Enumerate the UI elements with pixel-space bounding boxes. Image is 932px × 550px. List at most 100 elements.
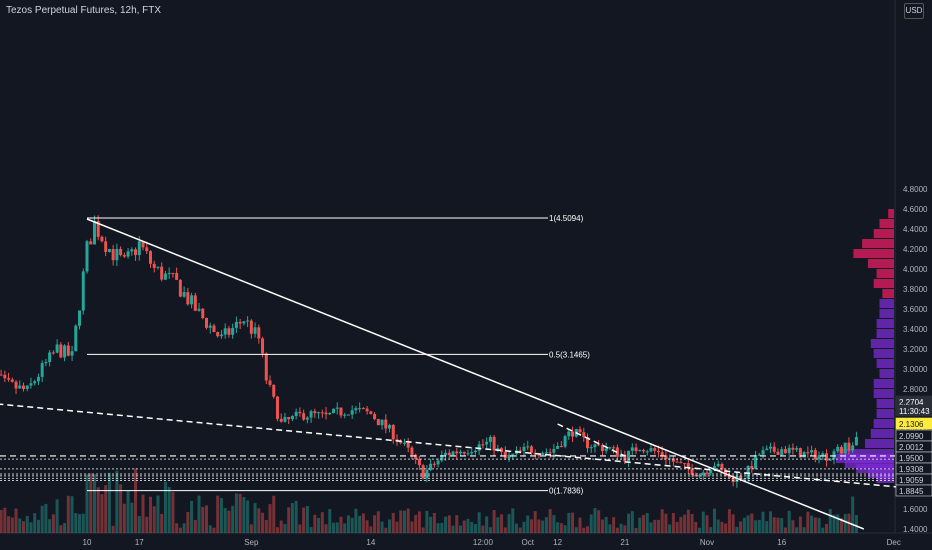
volume-bar-132 (473, 524, 477, 533)
candle-body-199 (724, 469, 728, 477)
candle-body-55 (186, 292, 190, 305)
volume-bar-145 (522, 521, 526, 533)
candle-body-8 (10, 379, 14, 382)
volume-bar-228 (832, 514, 836, 533)
volume-bar-208 (757, 519, 761, 533)
volume-profile-row-12 (876, 329, 894, 338)
price-tick-label-6: 3.6000 (903, 305, 928, 314)
candle-body-89 (313, 411, 317, 414)
candle-body-123 (440, 455, 444, 461)
volume-bar-17 (44, 503, 48, 533)
volume-bar-214 (780, 518, 784, 533)
candle-body-229 (836, 446, 840, 452)
volume-bar-141 (507, 514, 511, 533)
time-tick-label-2: 17 (135, 538, 144, 547)
volume-bar-65 (223, 507, 227, 533)
volume-bar-150 (541, 520, 545, 533)
candle-body-132 (473, 450, 477, 453)
trend-line-0 (86, 218, 865, 530)
volume-bar-35 (111, 525, 115, 533)
volume-bar-40 (130, 502, 134, 533)
volume-bar-168 (608, 524, 612, 533)
volume-bar-72 (249, 524, 253, 533)
volume-bar-30 (92, 473, 96, 533)
volume-bar-209 (761, 511, 765, 533)
candle-body-196 (712, 466, 716, 471)
candle-body-20 (55, 344, 59, 353)
volume-bar-119 (425, 510, 429, 533)
currency-button[interactable]: USD (904, 3, 924, 19)
candle-body-114 (406, 442, 410, 448)
volume-bar-135 (485, 516, 489, 533)
volume-bar-165 (597, 510, 601, 533)
volume-bar-48 (160, 513, 164, 533)
volume-bar-126 (451, 525, 455, 533)
volume-bar-114 (406, 508, 410, 533)
candle-body-124 (444, 452, 448, 456)
candle-body-195 (709, 470, 713, 474)
volume-bar-181 (656, 519, 660, 533)
volume-bar-16 (40, 505, 44, 533)
candle-body-117 (417, 458, 421, 466)
candle-body-131 (470, 452, 474, 454)
candle-body-121 (432, 463, 436, 465)
price-label-1: 11:30:43 (899, 407, 930, 416)
volume-profile-row-15 (876, 359, 894, 368)
candle-body-212 (772, 446, 776, 452)
volume-profile-row-4 (853, 249, 894, 258)
volume-bar-90 (317, 517, 321, 533)
candle-body-99 (350, 410, 354, 415)
volume-bar-12 (25, 515, 29, 533)
candle-body-66 (227, 328, 231, 335)
volume-bar-231 (843, 514, 847, 533)
volume-bar-162 (585, 526, 589, 533)
volume-bar-80 (279, 520, 283, 533)
time-tick-label-7: 12 (553, 538, 562, 547)
candle-body-144 (518, 450, 522, 452)
candle-body-100 (354, 408, 358, 411)
candle-body-106 (376, 419, 380, 426)
candle-body-109 (388, 425, 392, 429)
volume-profile-row-9 (879, 299, 894, 308)
candle-body-28 (85, 241, 89, 272)
candle-body-82 (287, 417, 291, 420)
volume-bar-155 (559, 523, 563, 533)
volume-bar-136 (488, 527, 492, 533)
volume-bar-164 (593, 508, 597, 533)
candle-body-215 (783, 449, 787, 454)
volume-bar-47 (156, 495, 160, 533)
time-tick-label-3: Sep (244, 538, 259, 547)
candle-body-140 (503, 451, 507, 459)
volume-bar-117 (417, 511, 421, 533)
volume-bar-146 (526, 515, 530, 533)
volume-bar-93 (328, 509, 332, 533)
volume-bar-207 (754, 520, 758, 533)
volume-bar-64 (219, 498, 223, 533)
volume-bar-25 (74, 513, 78, 533)
candle-body-30 (92, 221, 96, 245)
volume-bar-133 (477, 512, 481, 533)
volume-bar-192 (698, 527, 702, 533)
candle-body-70 (242, 321, 246, 324)
volume-bar-60 (205, 505, 209, 533)
candle-body-107 (380, 419, 384, 426)
volume-bar-49 (163, 481, 167, 533)
volume-bar-205 (746, 515, 750, 533)
candle-body-177 (642, 450, 646, 452)
volume-bar-39 (126, 490, 130, 533)
candle-body-135 (485, 441, 489, 445)
candle-body-175 (634, 447, 638, 452)
volume-bar-50 (167, 487, 171, 533)
candle-body-74 (257, 327, 261, 339)
price-label-box-1 (895, 404, 932, 417)
volume-bar-94 (332, 522, 336, 533)
volume-bar-147 (529, 519, 533, 533)
candle-body-200 (727, 476, 731, 478)
candle-body-130 (466, 453, 470, 455)
price-label-box-8 (895, 484, 932, 497)
candle-body-63 (216, 332, 220, 337)
candle-body-110 (391, 425, 395, 440)
volume-profile-row-25 (836, 454, 894, 463)
price-label-box-2 (895, 417, 932, 430)
